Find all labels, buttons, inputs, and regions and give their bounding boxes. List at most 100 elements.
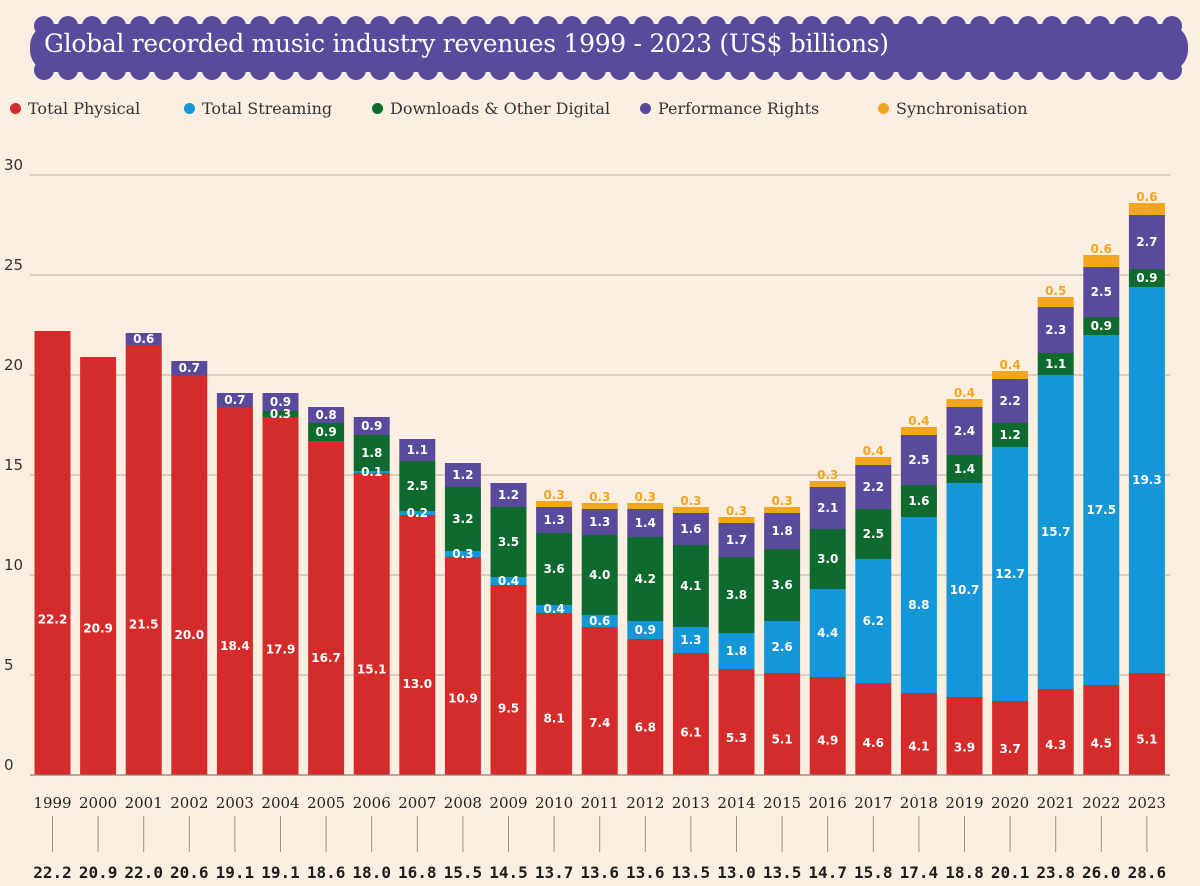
bar-streaming-2016 [809,589,846,677]
segment-label-physical-2016: 4.9 [817,734,838,748]
segment-label-performance-2016: 2.1 [817,501,838,515]
segment-label-physical-2019: 3.9 [954,741,975,755]
legend-swatch-performance [640,102,651,114]
total-label: 15.8 [854,863,893,882]
banner-scallop [154,16,174,36]
bar-performance-2007 [399,439,436,461]
segment-label-physical-2010: 8.1 [543,711,564,725]
banner-scallop [850,16,870,36]
bar-sync-2013 [672,507,709,513]
bar-downloads-2016 [809,529,846,589]
y-tick-label: 5 [4,656,14,674]
legend-label-streaming: Total Streaming [202,98,333,118]
segment-label-physical-2001: 21.5 [129,618,159,632]
segment-label-downloads-2004: 0.3 [270,407,291,421]
segment-label-streaming-2019: 10.7 [950,583,980,597]
segment-label-downloads-2021: 1.1 [1045,357,1066,371]
segment-label-downloads-2023: 0.9 [1136,271,1157,285]
banner-scallop [778,60,798,80]
bar-streaming-2017 [855,559,892,683]
segment-label-performance-2020: 2.2 [999,394,1020,408]
banner-scallop [586,16,606,36]
bar-streaming-2020 [992,447,1029,701]
x-tick-label: 2022 [1082,794,1120,812]
segment-label-sync-2020: 0.4 [999,358,1020,372]
bar-streaming-2012 [627,621,664,639]
segment-label-physical-2006: 15.1 [357,662,387,676]
bar-performance-2006 [353,417,390,435]
x-tick-label: 2011 [581,794,619,812]
segment-label-downloads-2005: 0.9 [315,425,336,439]
bar-physical-2003 [216,407,253,775]
bar-streaming-2019 [946,483,983,697]
segment-label-streaming-2023: 19.3 [1132,473,1162,487]
segment-label-streaming-2014: 1.8 [726,644,747,658]
bar-performance-2017 [855,465,892,509]
banner-scallop [298,60,318,80]
segment-label-streaming-2010: 0.4 [543,602,564,616]
bar-physical-2002 [171,375,208,775]
segment-label-performance-2013: 1.6 [680,522,701,536]
total-label: 26.0 [1082,863,1121,882]
bar-streaming-2011 [581,615,618,627]
legend-label-downloads: Downloads & Other Digital [390,98,611,118]
x-axis: 1999 22.2 2000 20.9 2001 22.0 2002 20.6 2003 19.1… [33,794,1166,882]
legend-label-performance: Performance Rights [658,98,820,118]
bar-physical-2019 [946,697,983,775]
bar-physical-2006 [353,473,390,775]
bar-streaming-2010 [536,605,573,613]
bar-downloads-2021 [1037,353,1074,375]
banner-scallop [754,60,774,80]
banner-scallop [274,60,294,80]
bar-performance-2001 [125,333,162,345]
segment-label-physical-2005: 16.7 [311,651,341,665]
y-tick-label: 10 [4,556,23,574]
banner-scallop [442,60,462,80]
banner-scallop [250,16,270,36]
segment-label-performance-2005: 0.8 [315,408,336,422]
banner-scallop [106,16,126,36]
bar-downloads-2010 [536,533,573,605]
segment-label-streaming-2021: 15.7 [1041,525,1071,539]
banner-scallop [226,60,246,80]
banner-scallop [922,60,942,80]
bar-physical-2001 [125,345,162,775]
bar-physical-2021 [1037,689,1074,775]
banner-scallop [178,16,198,36]
banner-scallop [610,16,630,36]
bar-streaming-2008 [444,551,481,557]
total-label: 14.7 [808,863,847,882]
bar-physical-2004 [262,417,299,775]
segment-label-downloads-2022: 0.9 [1091,319,1112,333]
banner-scallop [346,16,366,36]
banner-scallop [850,60,870,80]
segment-label-performance-2018: 2.5 [908,453,929,467]
bar-downloads-2017 [855,509,892,559]
bar-physical-2011 [581,627,618,775]
x-tick-label: 2004 [261,794,299,812]
segment-label-streaming-2009: 0.4 [498,574,519,588]
bar-performance-2008 [444,463,481,487]
segment-label-streaming-2013: 1.3 [680,633,701,647]
banner-scallops [30,16,1188,80]
segment-label-sync-2015: 0.3 [771,494,792,508]
bar-physical-2017 [855,683,892,775]
banner-scallop [106,60,126,80]
segment-label-physical-2017: 4.6 [863,736,884,750]
banner-scallop [466,16,486,36]
total-label: 19.1 [261,863,300,882]
segment-label-streaming-2022: 17.5 [1086,503,1116,517]
banner-scallop [1138,60,1158,80]
segment-label-performance-2019: 2.4 [954,424,975,438]
bar-downloads-2019 [946,455,983,483]
banner-scallop [466,60,486,80]
total-label: 13.7 [535,863,574,882]
x-tick-label: 1999 [33,794,71,812]
y-tick-label: 15 [4,456,23,474]
segment-label-downloads-2013: 4.1 [680,579,701,593]
segment-label-streaming-2007: 0.2 [407,506,428,520]
banner-scallop [826,60,846,80]
x-tick-label: 2003 [216,794,254,812]
segment-label-streaming-2016: 4.4 [817,626,838,640]
banner-scallop [370,60,390,80]
